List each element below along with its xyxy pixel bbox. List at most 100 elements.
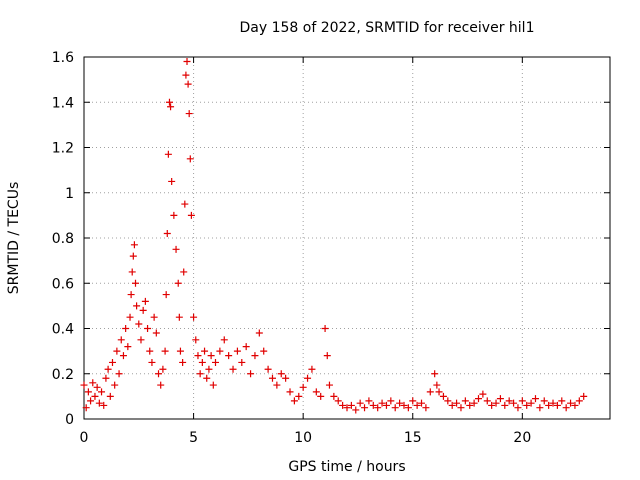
- data-point: [374, 404, 382, 412]
- data-point: [545, 401, 553, 409]
- data-point: [157, 381, 165, 389]
- data-point: [347, 401, 355, 409]
- data-point: [255, 329, 263, 337]
- data-point: [323, 352, 331, 360]
- data-point: [175, 313, 183, 321]
- data-point: [448, 401, 456, 409]
- data-point: [413, 401, 421, 409]
- y-tick-label: 0.6: [52, 276, 74, 292]
- y-tick-label: 1.4: [52, 95, 74, 111]
- data-point: [176, 347, 184, 355]
- data-point: [433, 381, 441, 389]
- data-point: [571, 401, 579, 409]
- data-point: [181, 200, 189, 208]
- data-point: [82, 404, 90, 412]
- x-tick-label: 20: [513, 430, 531, 446]
- x-tick-label: 0: [80, 430, 89, 446]
- data-point: [150, 313, 158, 321]
- data-point: [133, 302, 141, 310]
- data-point: [330, 392, 338, 400]
- data-point: [132, 279, 140, 287]
- data-point: [229, 365, 237, 373]
- data-point: [122, 325, 130, 332]
- data-point: [391, 404, 399, 412]
- data-point: [187, 211, 195, 219]
- data-point: [216, 347, 224, 355]
- data-point: [127, 291, 135, 299]
- data-point: [575, 397, 583, 405]
- data-point: [102, 374, 110, 382]
- data-point: [496, 395, 504, 403]
- data-point: [146, 347, 154, 355]
- data-point: [152, 329, 160, 337]
- data-point: [382, 401, 390, 409]
- x-axis-label: GPS time / hours: [288, 459, 405, 475]
- data-point: [135, 320, 143, 328]
- data-point: [488, 401, 496, 409]
- data-point: [167, 103, 175, 111]
- y-axis-label: SRMTID / TECUs: [6, 182, 22, 295]
- data-point: [184, 80, 192, 88]
- data-point: [162, 291, 170, 299]
- data-point: [268, 374, 276, 382]
- chart-title: Day 158 of 2022, SRMTID for receiver hil…: [240, 20, 535, 36]
- data-point: [247, 370, 255, 378]
- data-point: [453, 399, 461, 407]
- data-point: [205, 365, 213, 373]
- data-point: [361, 404, 369, 412]
- data-point: [444, 397, 452, 405]
- data-point: [304, 374, 312, 382]
- y-tick-label: 0.2: [52, 367, 74, 383]
- data-point: [192, 336, 200, 344]
- data-point: [400, 401, 408, 409]
- data-point: [396, 399, 404, 407]
- data-point: [501, 401, 509, 409]
- data-point: [233, 347, 241, 355]
- data-point: [174, 279, 182, 287]
- data-point: [111, 381, 119, 389]
- data-point: [308, 365, 316, 373]
- data-point: [540, 397, 548, 405]
- data-point: [198, 358, 206, 366]
- data-point: [128, 268, 136, 276]
- data-point: [365, 397, 373, 405]
- y-tick-label: 0: [65, 412, 74, 428]
- data-point: [80, 381, 88, 389]
- data-point: [260, 347, 268, 355]
- data-point: [238, 358, 246, 366]
- data-point: [100, 401, 108, 409]
- data-point: [523, 401, 531, 409]
- data-point: [321, 325, 329, 332]
- y-tick-label: 1: [65, 186, 74, 202]
- data-point: [580, 392, 588, 400]
- data-point: [84, 388, 92, 396]
- data-point: [356, 399, 364, 407]
- data-point: [325, 381, 333, 389]
- data-point: [91, 392, 99, 400]
- data-point: [514, 404, 522, 412]
- data-point: [161, 347, 169, 355]
- y-tick-label: 0.4: [52, 322, 74, 338]
- y-tick-label: 1.6: [52, 50, 74, 66]
- data-point: [277, 370, 285, 378]
- data-point: [115, 370, 123, 378]
- data-point: [159, 365, 167, 373]
- data-point: [378, 399, 386, 407]
- data-point: [141, 297, 149, 305]
- x-tick-label: 15: [404, 430, 422, 446]
- data-point: [290, 397, 298, 405]
- data-point: [510, 399, 518, 407]
- data-point: [461, 397, 469, 405]
- data-point: [334, 397, 342, 405]
- data-point: [527, 399, 535, 407]
- data-point: [113, 347, 121, 355]
- data-point: [172, 245, 180, 253]
- data-point: [170, 211, 178, 219]
- data-point: [562, 404, 570, 412]
- data-point: [108, 358, 116, 366]
- data-point: [426, 388, 434, 396]
- y-tick-label: 1.2: [52, 141, 74, 157]
- data-point: [117, 336, 125, 344]
